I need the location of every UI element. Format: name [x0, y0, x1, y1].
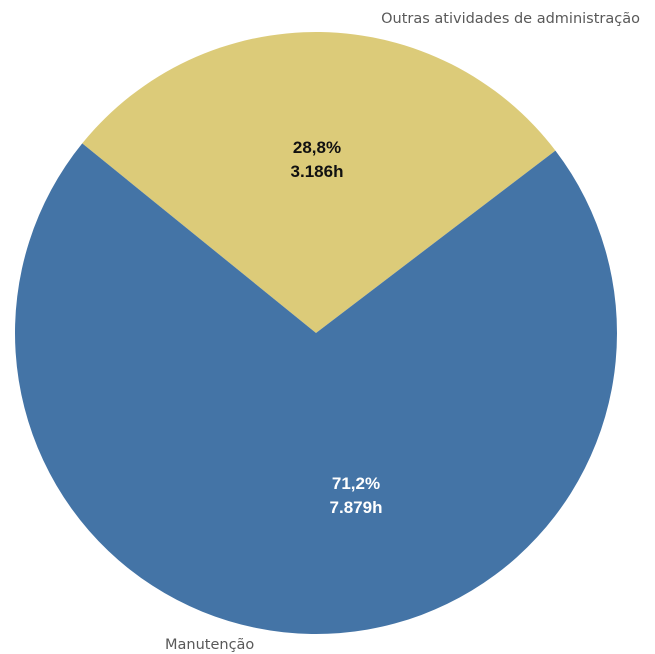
pie-slice-1[interactable] — [14, 143, 617, 634]
slice-percent-label-manutencao: 71,2% — [332, 474, 380, 493]
pie-slice-0[interactable] — [82, 32, 556, 333]
slice-value-label-outras-atividades: 3.186h — [291, 162, 344, 181]
slice-value-label-manutencao: 7.879h — [330, 498, 383, 517]
category-label-outras-atividades: Outras atividades de administração — [381, 11, 640, 27]
slice-percent-label-outras-atividades: 28,8% — [293, 138, 341, 157]
category-label-manutencao: Manutenção — [165, 637, 254, 653]
